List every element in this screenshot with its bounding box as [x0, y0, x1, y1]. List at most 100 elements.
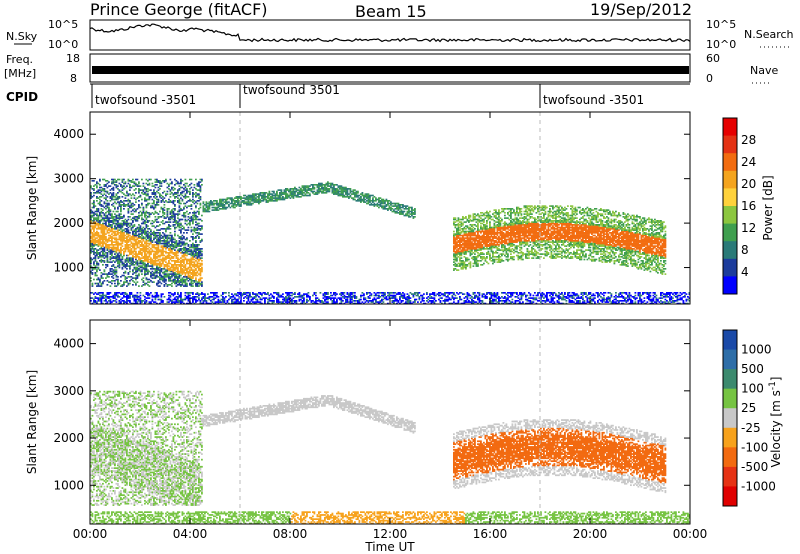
heatmap-cell [135, 220, 137, 222]
heatmap-cell [339, 185, 341, 187]
heatmap-cell [360, 302, 362, 304]
heatmap-cell [238, 302, 241, 304]
heatmap-cell [226, 202, 229, 205]
heatmap-cell [195, 224, 197, 226]
heatmap-cell [157, 241, 160, 243]
heatmap-cell [187, 297, 190, 299]
heatmap-cell [198, 210, 200, 213]
heatmap-cell [180, 229, 182, 231]
heatmap-cell [94, 256, 97, 258]
heatmap-cell [192, 238, 194, 241]
heatmap-cell [114, 300, 116, 302]
heatmap-cell [186, 262, 188, 265]
heatmap-cell [238, 196, 241, 198]
heatmap-cell [138, 228, 140, 230]
heatmap-cell [132, 280, 134, 282]
heatmap-cell [115, 198, 118, 201]
heatmap-cell [202, 205, 205, 207]
heatmap-cell [195, 206, 197, 209]
heatmap-cell [121, 196, 124, 198]
heatmap-cell [184, 297, 187, 299]
heatmap-cell [163, 228, 166, 230]
heatmap-cell [349, 188, 352, 190]
heatmap-cell [210, 300, 212, 302]
heatmap-cell [289, 193, 292, 195]
heatmap-cell [403, 296, 406, 298]
heatmap-cell [111, 233, 113, 235]
heatmap-cell [166, 236, 169, 238]
heatmap-cell [103, 248, 106, 250]
heatmap-cell [268, 190, 271, 193]
heatmap-cell [162, 249, 164, 251]
heatmap-cell [387, 302, 389, 304]
heatmap-cell [145, 256, 148, 258]
heatmap-cell [150, 241, 152, 243]
heatmap-cell [303, 300, 305, 302]
heatmap-cell [130, 245, 133, 247]
heatmap-cell [228, 205, 230, 207]
heatmap-cell [180, 226, 182, 229]
heatmap-cell [387, 208, 389, 210]
heatmap-cell [94, 252, 97, 254]
heatmap-cell [112, 246, 115, 249]
heatmap-cell [136, 292, 139, 294]
heatmap-cell [117, 196, 119, 198]
heatmap-cell [147, 240, 149, 242]
heatmap-cell [180, 245, 182, 247]
heatmap-cell [373, 297, 376, 299]
heatmap-cell [123, 237, 125, 239]
heatmap-cell [145, 248, 148, 250]
heatmap-cell [205, 300, 208, 302]
heatmap-cell [133, 224, 136, 226]
heatmap-cell [291, 302, 293, 304]
heatmap-cell [448, 297, 451, 299]
heatmap-cell [90, 225, 92, 227]
heatmap-cell [138, 212, 140, 214]
heatmap-cell [201, 262, 203, 265]
heatmap-cell [391, 205, 394, 207]
heatmap-cell [150, 280, 152, 282]
heatmap-cell [166, 284, 169, 286]
heatmap-cell [121, 241, 124, 243]
heatmap-cell [133, 204, 136, 206]
heatmap-cell [361, 198, 364, 201]
heatmap-cell [156, 268, 158, 270]
heatmap-cell [162, 196, 164, 198]
heatmap-cell [114, 292, 116, 294]
heatmap-cell [336, 300, 338, 302]
heatmap-cell [148, 228, 151, 230]
heatmap-cell [160, 197, 163, 199]
heatmap-cell [100, 282, 103, 285]
heatmap-cell [300, 188, 302, 190]
heatmap-cell [333, 292, 335, 294]
heatmap-cell [325, 186, 328, 189]
heatmap-cell [96, 213, 98, 215]
heatmap-cell [201, 184, 203, 186]
heatmap-cell [372, 300, 374, 302]
heatmap-cell [154, 269, 157, 271]
heatmap-cell [142, 268, 145, 270]
heatmap-cell [186, 269, 188, 271]
heatmap-cell [174, 261, 176, 263]
heatmap-cell [138, 206, 140, 209]
heatmap-cell [399, 296, 401, 298]
heatmap-cell [139, 250, 142, 253]
heatmap-cell [198, 297, 200, 299]
heatmap-cell [430, 293, 433, 295]
heatmap-cell [96, 222, 98, 225]
heatmap-cell [309, 297, 311, 299]
heatmap-cell [198, 184, 200, 186]
heatmap-cell [136, 226, 139, 229]
heatmap-cell [114, 226, 116, 229]
heatmap-cell [117, 185, 119, 187]
heatmap-cell [390, 297, 392, 299]
heatmap-cell [145, 218, 148, 221]
heatmap-cell [108, 244, 110, 246]
heatmap-cell [355, 193, 358, 195]
heatmap-cell [157, 282, 160, 285]
heatmap-cell [199, 264, 202, 266]
heatmap-cell [237, 200, 239, 202]
heatmap-cell [174, 249, 176, 251]
heatmap-cell [118, 257, 121, 259]
heatmap-cell [147, 245, 149, 247]
